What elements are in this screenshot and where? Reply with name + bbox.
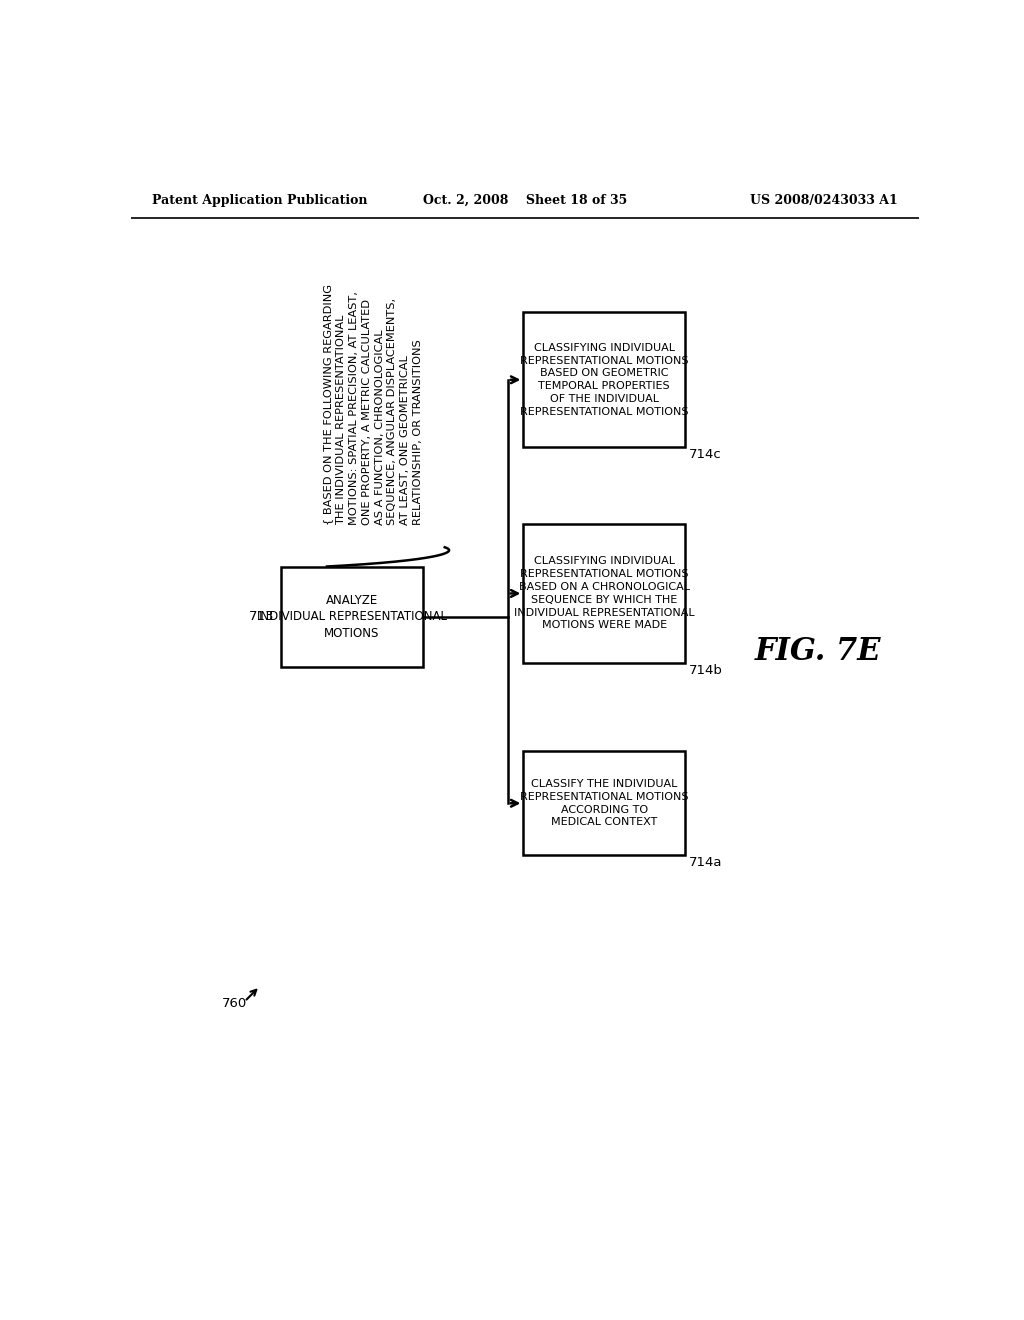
Text: CLASSIFY THE INDIVIDUAL
REPRESENTATIONAL MOTIONS
ACCORDING TO
MEDICAL CONTEXT: CLASSIFY THE INDIVIDUAL REPRESENTATIONAL… — [520, 779, 688, 828]
Text: 714a: 714a — [689, 857, 722, 870]
Text: 713: 713 — [249, 610, 274, 623]
Text: 760: 760 — [221, 998, 247, 1010]
FancyBboxPatch shape — [523, 313, 685, 447]
Text: ANALYZE
INDIVIDUAL REPRESENTATIONAL
MOTIONS: ANALYZE INDIVIDUAL REPRESENTATIONAL MOTI… — [257, 594, 446, 640]
Text: Patent Application Publication: Patent Application Publication — [153, 194, 368, 207]
Text: 714b: 714b — [689, 664, 723, 677]
FancyBboxPatch shape — [523, 524, 685, 663]
Text: CLASSIFYING INDIVIDUAL
REPRESENTATIONAL MOTIONS
BASED ON A CHRONOLOGICAL
SEQUENC: CLASSIFYING INDIVIDUAL REPRESENTATIONAL … — [514, 557, 694, 631]
FancyBboxPatch shape — [523, 751, 685, 855]
Text: US 2008/0243033 A1: US 2008/0243033 A1 — [750, 194, 897, 207]
Text: Oct. 2, 2008    Sheet 18 of 35: Oct. 2, 2008 Sheet 18 of 35 — [423, 194, 627, 207]
Text: { BASED ON THE FOLLOWING REGARDING
THE INDIVIDUAL REPRESENTATIONAL
MOTIONS: SPAT: { BASED ON THE FOLLOWING REGARDING THE I… — [324, 284, 423, 525]
Text: CLASSIFYING INDIVIDUAL
REPRESENTATIONAL MOTIONS
BASED ON GEOMETRIC
TEMPORAL PROP: CLASSIFYING INDIVIDUAL REPRESENTATIONAL … — [520, 343, 688, 417]
Text: 714c: 714c — [689, 449, 722, 462]
Text: FIG. 7E: FIG. 7E — [755, 636, 881, 667]
FancyBboxPatch shape — [281, 566, 423, 667]
